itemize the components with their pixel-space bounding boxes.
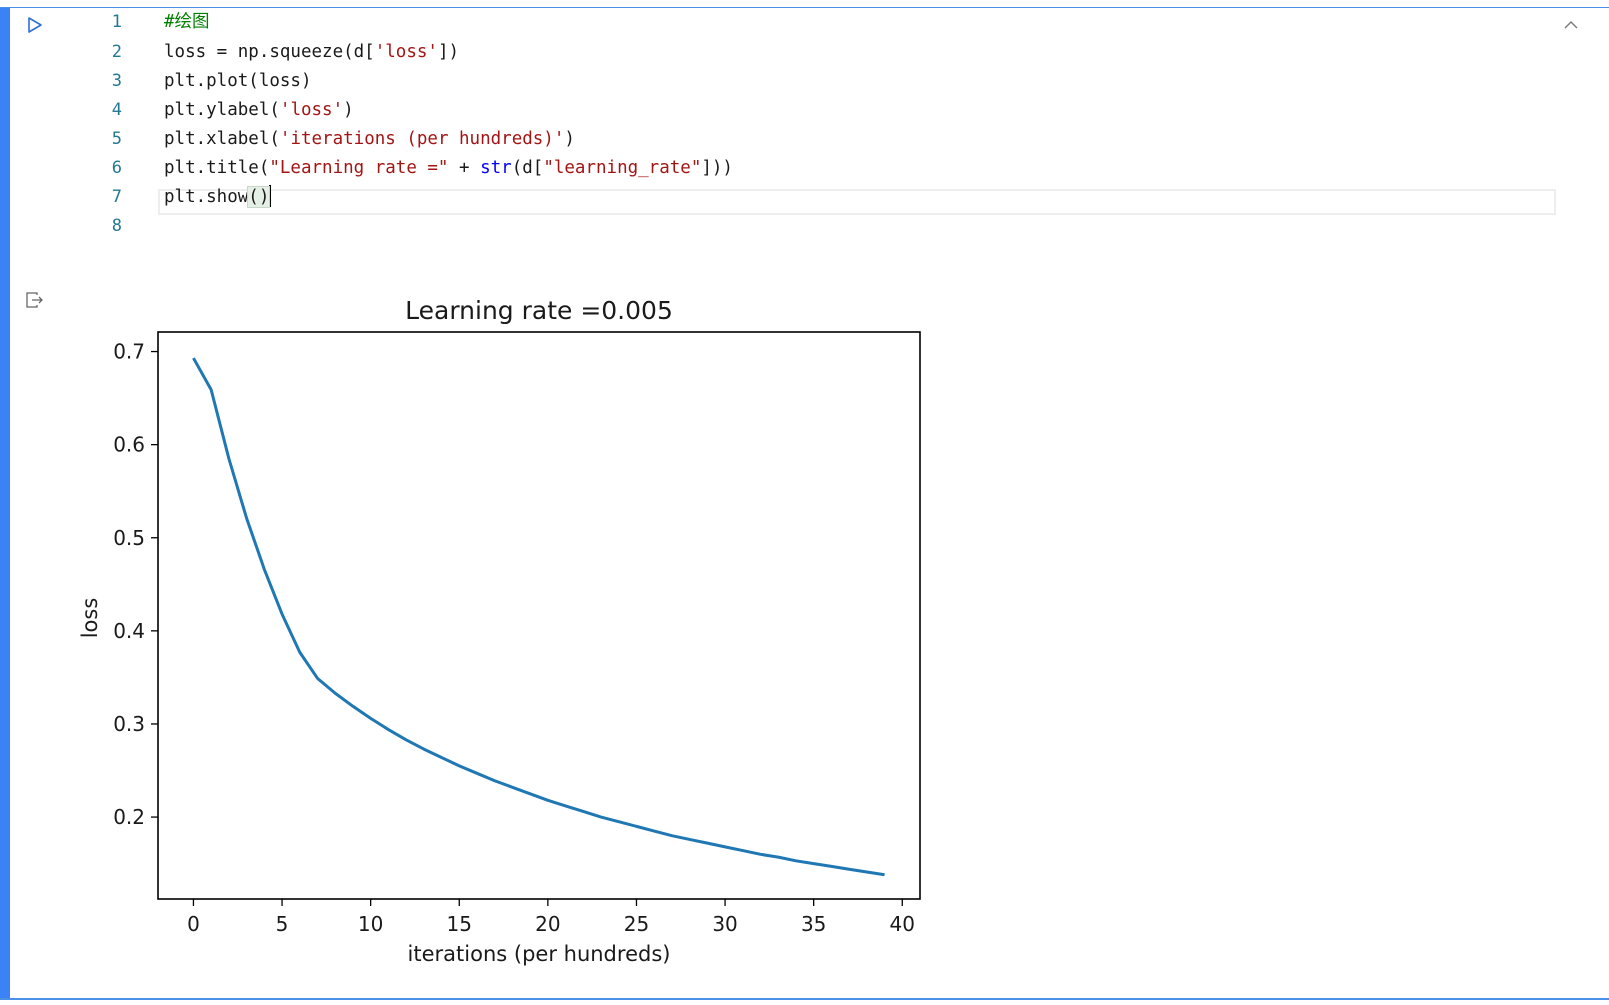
- code-line[interactable]: plt.show(): [164, 184, 272, 209]
- code-token: loss = np.squeeze(d[: [164, 42, 375, 62]
- code-line[interactable]: plt.xlabel('iterations (per hundreds)'): [164, 127, 575, 151]
- x-tick-label: 25: [624, 912, 649, 936]
- x-tick-label: 35: [801, 912, 826, 936]
- code-token: plt.ylabel(: [164, 100, 280, 120]
- code-token: plt.show: [164, 187, 249, 207]
- builtin-token: str: [480, 158, 512, 178]
- y-tick-label: 0.5: [113, 526, 145, 550]
- x-tick-label: 0: [187, 912, 200, 936]
- y-tick-label: 0.4: [113, 619, 145, 643]
- y-tick-label: 0.6: [113, 433, 145, 457]
- code-line[interactable]: #绘图: [164, 10, 210, 34]
- x-tick-label: 40: [890, 912, 915, 936]
- output-icon[interactable]: [24, 290, 44, 310]
- code-token: plt.plot(loss): [164, 71, 312, 91]
- code-token: ]): [437, 42, 460, 62]
- line-number: 5: [111, 129, 122, 149]
- y-tick-label: 0.7: [113, 340, 145, 364]
- string-token: "Learning rate =": [269, 158, 449, 178]
- y-tick-label: 0.2: [113, 805, 145, 829]
- code-token: plt.xlabel(: [164, 129, 280, 149]
- text-cursor: [269, 184, 272, 207]
- x-tick-label: 10: [358, 912, 383, 936]
- line-number: 4: [111, 100, 122, 120]
- code-token: (d[: [511, 158, 544, 178]
- code-cell[interactable]: 1 2 3 4 5 6 7 8 #绘图 loss = np.squeeze(d[…: [0, 7, 1609, 1000]
- comment-token: #绘图: [164, 12, 210, 32]
- chart-title: Learning rate =0.005: [405, 296, 673, 325]
- code-token: plt.title(: [164, 158, 270, 178]
- line-number: 6: [111, 158, 122, 178]
- cell-focus-bar: [0, 8, 10, 998]
- line-chart: Learning rate =0.005 iterations (per hun…: [78, 296, 921, 966]
- line-number: 2: [111, 42, 122, 62]
- line-number: 3: [111, 71, 122, 91]
- string-token: 'loss': [374, 42, 438, 62]
- loss-series-line: [192, 357, 885, 877]
- string-token: 'iterations (per hundreds)': [279, 129, 565, 149]
- code-token: ])): [701, 158, 733, 178]
- y-axis-label: loss: [78, 598, 102, 639]
- code-token: +: [448, 158, 481, 178]
- x-tick-label: 15: [447, 912, 472, 936]
- string-token: "learning_rate": [543, 158, 702, 178]
- x-tick-label: 20: [535, 912, 560, 936]
- code-line[interactable]: plt.title("Learning rate =" + str(d["lea…: [164, 156, 733, 180]
- code-token: ): [343, 100, 354, 120]
- line-number: 1: [111, 12, 122, 32]
- plot-area-frame: [157, 331, 921, 900]
- code-line[interactable]: plt.ylabel('loss'): [164, 98, 354, 122]
- chevron-up-icon[interactable]: [1562, 16, 1580, 34]
- line-number: 8: [111, 216, 122, 236]
- y-tick-label: 0.3: [113, 712, 145, 736]
- code-line[interactable]: plt.plot(loss): [164, 69, 312, 93]
- current-line-highlight: [158, 189, 1556, 215]
- x-tick-label: 30: [712, 912, 737, 936]
- x-ticks: 0 5 10 15 20 25 30 35 40: [187, 899, 915, 936]
- line-number: 7: [111, 187, 122, 207]
- x-tick-label: 5: [276, 912, 289, 936]
- code-line[interactable]: loss = np.squeeze(d['loss']): [164, 40, 459, 64]
- code-token: ): [564, 129, 575, 149]
- bracket-match: (): [247, 186, 271, 208]
- string-token: 'loss': [279, 100, 344, 120]
- run-icon[interactable]: [26, 16, 44, 34]
- x-axis-label: iterations (per hundreds): [408, 942, 671, 966]
- y-ticks: 0.2 0.3 0.4 0.5 0.6 0.7: [113, 340, 158, 829]
